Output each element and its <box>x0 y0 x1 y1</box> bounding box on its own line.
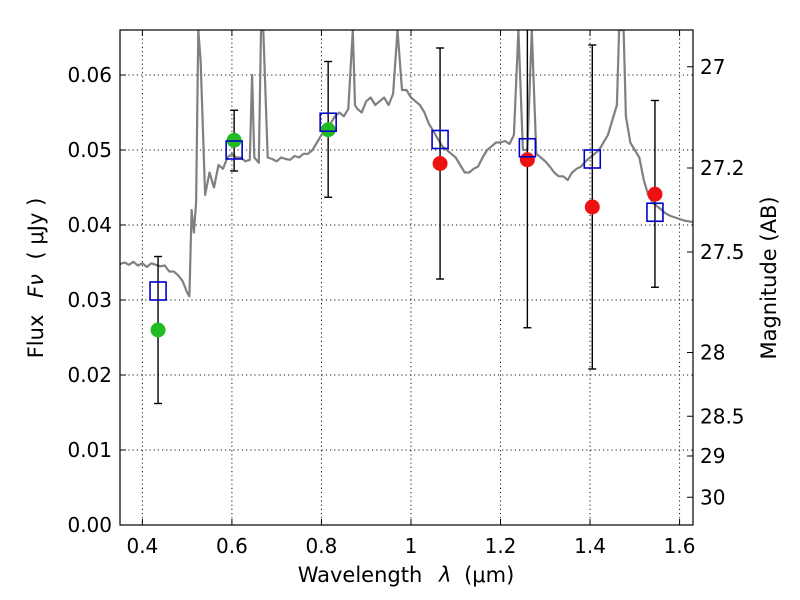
model-spectrum <box>120 30 693 298</box>
data-point-square <box>149 281 167 301</box>
data-point-circle <box>647 186 663 202</box>
spectrum-line <box>120 30 693 298</box>
data-point-circle <box>432 156 448 171</box>
data-point-square <box>431 129 449 150</box>
x-tick-label: 1.2 <box>485 534 517 558</box>
data-point-circle <box>320 122 336 138</box>
y2-tick-label: 28.5 <box>700 404 745 428</box>
x-tick-label: 0.8 <box>306 534 338 558</box>
data-point-circle <box>584 199 600 215</box>
y-axis-label-prefix: Flux <box>24 315 48 359</box>
x-axis-label-prefix: Wavelength <box>298 563 423 587</box>
y2-tick-label: 27.2 <box>700 156 745 180</box>
x-axis-label: Wavelength λ (μm) <box>298 563 515 587</box>
data-point-square <box>518 137 537 158</box>
y-tick-label: 0.03 <box>67 288 112 312</box>
error-bars <box>154 30 659 405</box>
grid-lines <box>120 30 693 525</box>
y-tick-label: 0.04 <box>67 213 112 237</box>
x-tick-label: 1.4 <box>574 534 606 558</box>
x-axis-label-symbol: λ <box>438 563 451 587</box>
x-tick-label: 0.4 <box>126 534 158 558</box>
data-point-square <box>319 112 337 133</box>
x-axis-label-unit: (μm) <box>464 563 514 587</box>
y-tick-label: 0.00 <box>67 513 112 537</box>
y-axis-label-unit: ( μJy ) <box>24 198 48 260</box>
data-point-square <box>646 202 664 223</box>
data-point-square <box>225 140 243 160</box>
plot-frame <box>119 29 694 526</box>
y2-tick-label: 27.5 <box>700 240 745 264</box>
axis-ticks: 0.4 0.6 0.8 1 1.2 1.4 1.6 0.00 0.01 0.02 0.03 0.04 0… <box>67 30 745 558</box>
y2-tick-label: 29 <box>700 444 725 468</box>
x-tick-label: 1 <box>405 534 418 558</box>
y2-tick-label: 27 <box>700 55 725 79</box>
y-axis-label: Flux Fν ( μJy ) <box>24 198 48 359</box>
y2-tick-label: 28 <box>700 341 725 365</box>
y-tick-label: 0.05 <box>67 138 112 162</box>
data-point-circle <box>519 152 535 168</box>
data-point-square <box>583 149 602 169</box>
y-tick-label: 0.06 <box>67 63 112 87</box>
y-axis-label-symbol: Fν <box>24 274 48 298</box>
y-tick-label: 0.01 <box>67 438 112 462</box>
x-tick-label: 0.6 <box>216 534 248 558</box>
x-tick-label: 1.6 <box>664 534 696 558</box>
y2-tick-label: 30 <box>700 485 725 509</box>
y-tick-label: 0.02 <box>67 363 112 387</box>
data-point-circle <box>150 322 166 338</box>
data-markers <box>149 112 664 338</box>
y2-axis-label: Magnitude (AB) <box>757 196 781 359</box>
